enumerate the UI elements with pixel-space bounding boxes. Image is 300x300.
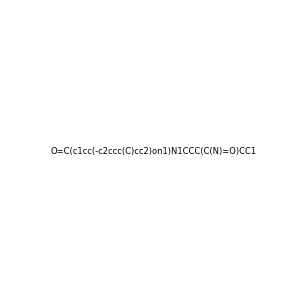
Text: O=C(c1cc(-c2ccc(C)cc2)on1)N1CCC(C(N)=O)CC1: O=C(c1cc(-c2ccc(C)cc2)on1)N1CCC(C(N)=O)C… (51, 147, 257, 156)
